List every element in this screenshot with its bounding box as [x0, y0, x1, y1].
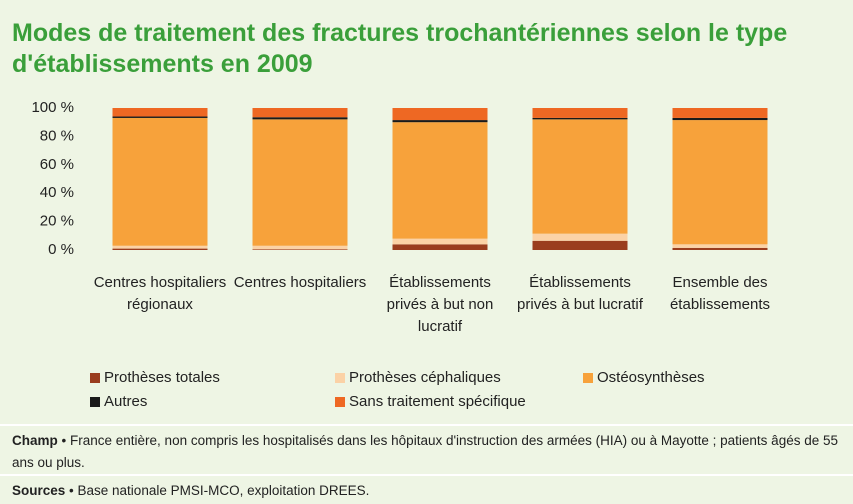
x-tick-label: Établissements privés à but lucratif — [517, 274, 643, 313]
bar-segment — [392, 122, 488, 239]
bar-segment — [672, 108, 768, 118]
bar-segment — [672, 120, 768, 245]
bar-segment — [532, 108, 628, 118]
y-tick-label: 100 % — [31, 99, 74, 116]
legend-swatch — [335, 373, 345, 383]
separator — [0, 424, 853, 426]
footnote-label: Champ — [12, 433, 58, 448]
legend-label: Prothèses totales — [104, 369, 220, 386]
y-tick-label: 20 % — [40, 213, 74, 230]
footnote-text: • Base nationale PMSI-MCO, exploitation … — [69, 483, 370, 498]
y-tick-label: 60 % — [40, 156, 74, 173]
legend-label: Autres — [104, 393, 147, 410]
y-tick-label: 40 % — [40, 184, 74, 201]
footnote: Champ • France entière, non compris les … — [12, 430, 842, 474]
bar-segment — [532, 117, 628, 120]
bar-segment — [392, 244, 488, 250]
bar-segment — [252, 245, 348, 250]
bar-segment — [532, 233, 628, 241]
bar-segment — [252, 119, 348, 246]
bar-segment — [112, 116, 208, 118]
legend-label: Sans traitement spécifique — [349, 393, 526, 410]
x-tick-label: Ensemble des établissements — [669, 274, 771, 313]
x-tick-label: Établissements privés à but non lucratif — [386, 274, 494, 335]
x-tick-label: Centres hospitaliers — [233, 274, 367, 291]
bar-segment — [392, 120, 488, 123]
legend-label: Prothèses céphaliques — [349, 369, 501, 386]
bar-segment — [392, 108, 488, 121]
bar-segment — [252, 249, 348, 250]
legend-swatch — [90, 373, 100, 383]
legend-label: Ostéosynthèses — [597, 369, 705, 386]
bar-segment — [672, 244, 768, 248]
legend-swatch — [335, 397, 345, 407]
y-tick-label: 80 % — [40, 127, 74, 144]
bar-segment — [532, 119, 628, 234]
bar-segment — [532, 240, 628, 250]
bar-segment — [252, 108, 348, 118]
bar-segment — [392, 238, 488, 245]
footnote-text: • France entière, non compris les hospit… — [12, 433, 838, 470]
legend-swatch — [90, 397, 100, 407]
bar-segment — [252, 117, 348, 120]
footnote-label: Sources — [12, 483, 66, 498]
bar-segment — [112, 117, 208, 246]
bar-segment — [112, 248, 208, 250]
separator — [0, 474, 853, 476]
bar-segment — [672, 117, 768, 121]
chart-title: Modes de traitement des fractures trocha… — [12, 19, 788, 78]
bar-segment — [672, 247, 768, 250]
legend-swatch — [583, 373, 593, 383]
bar-segment — [112, 108, 208, 117]
footnote: Sources • Base nationale PMSI-MCO, explo… — [12, 480, 842, 502]
x-tick-label: Centres hospitaliers régionaux — [93, 274, 227, 313]
y-tick-label: 0 % — [48, 241, 74, 258]
bar-segment — [112, 245, 208, 249]
